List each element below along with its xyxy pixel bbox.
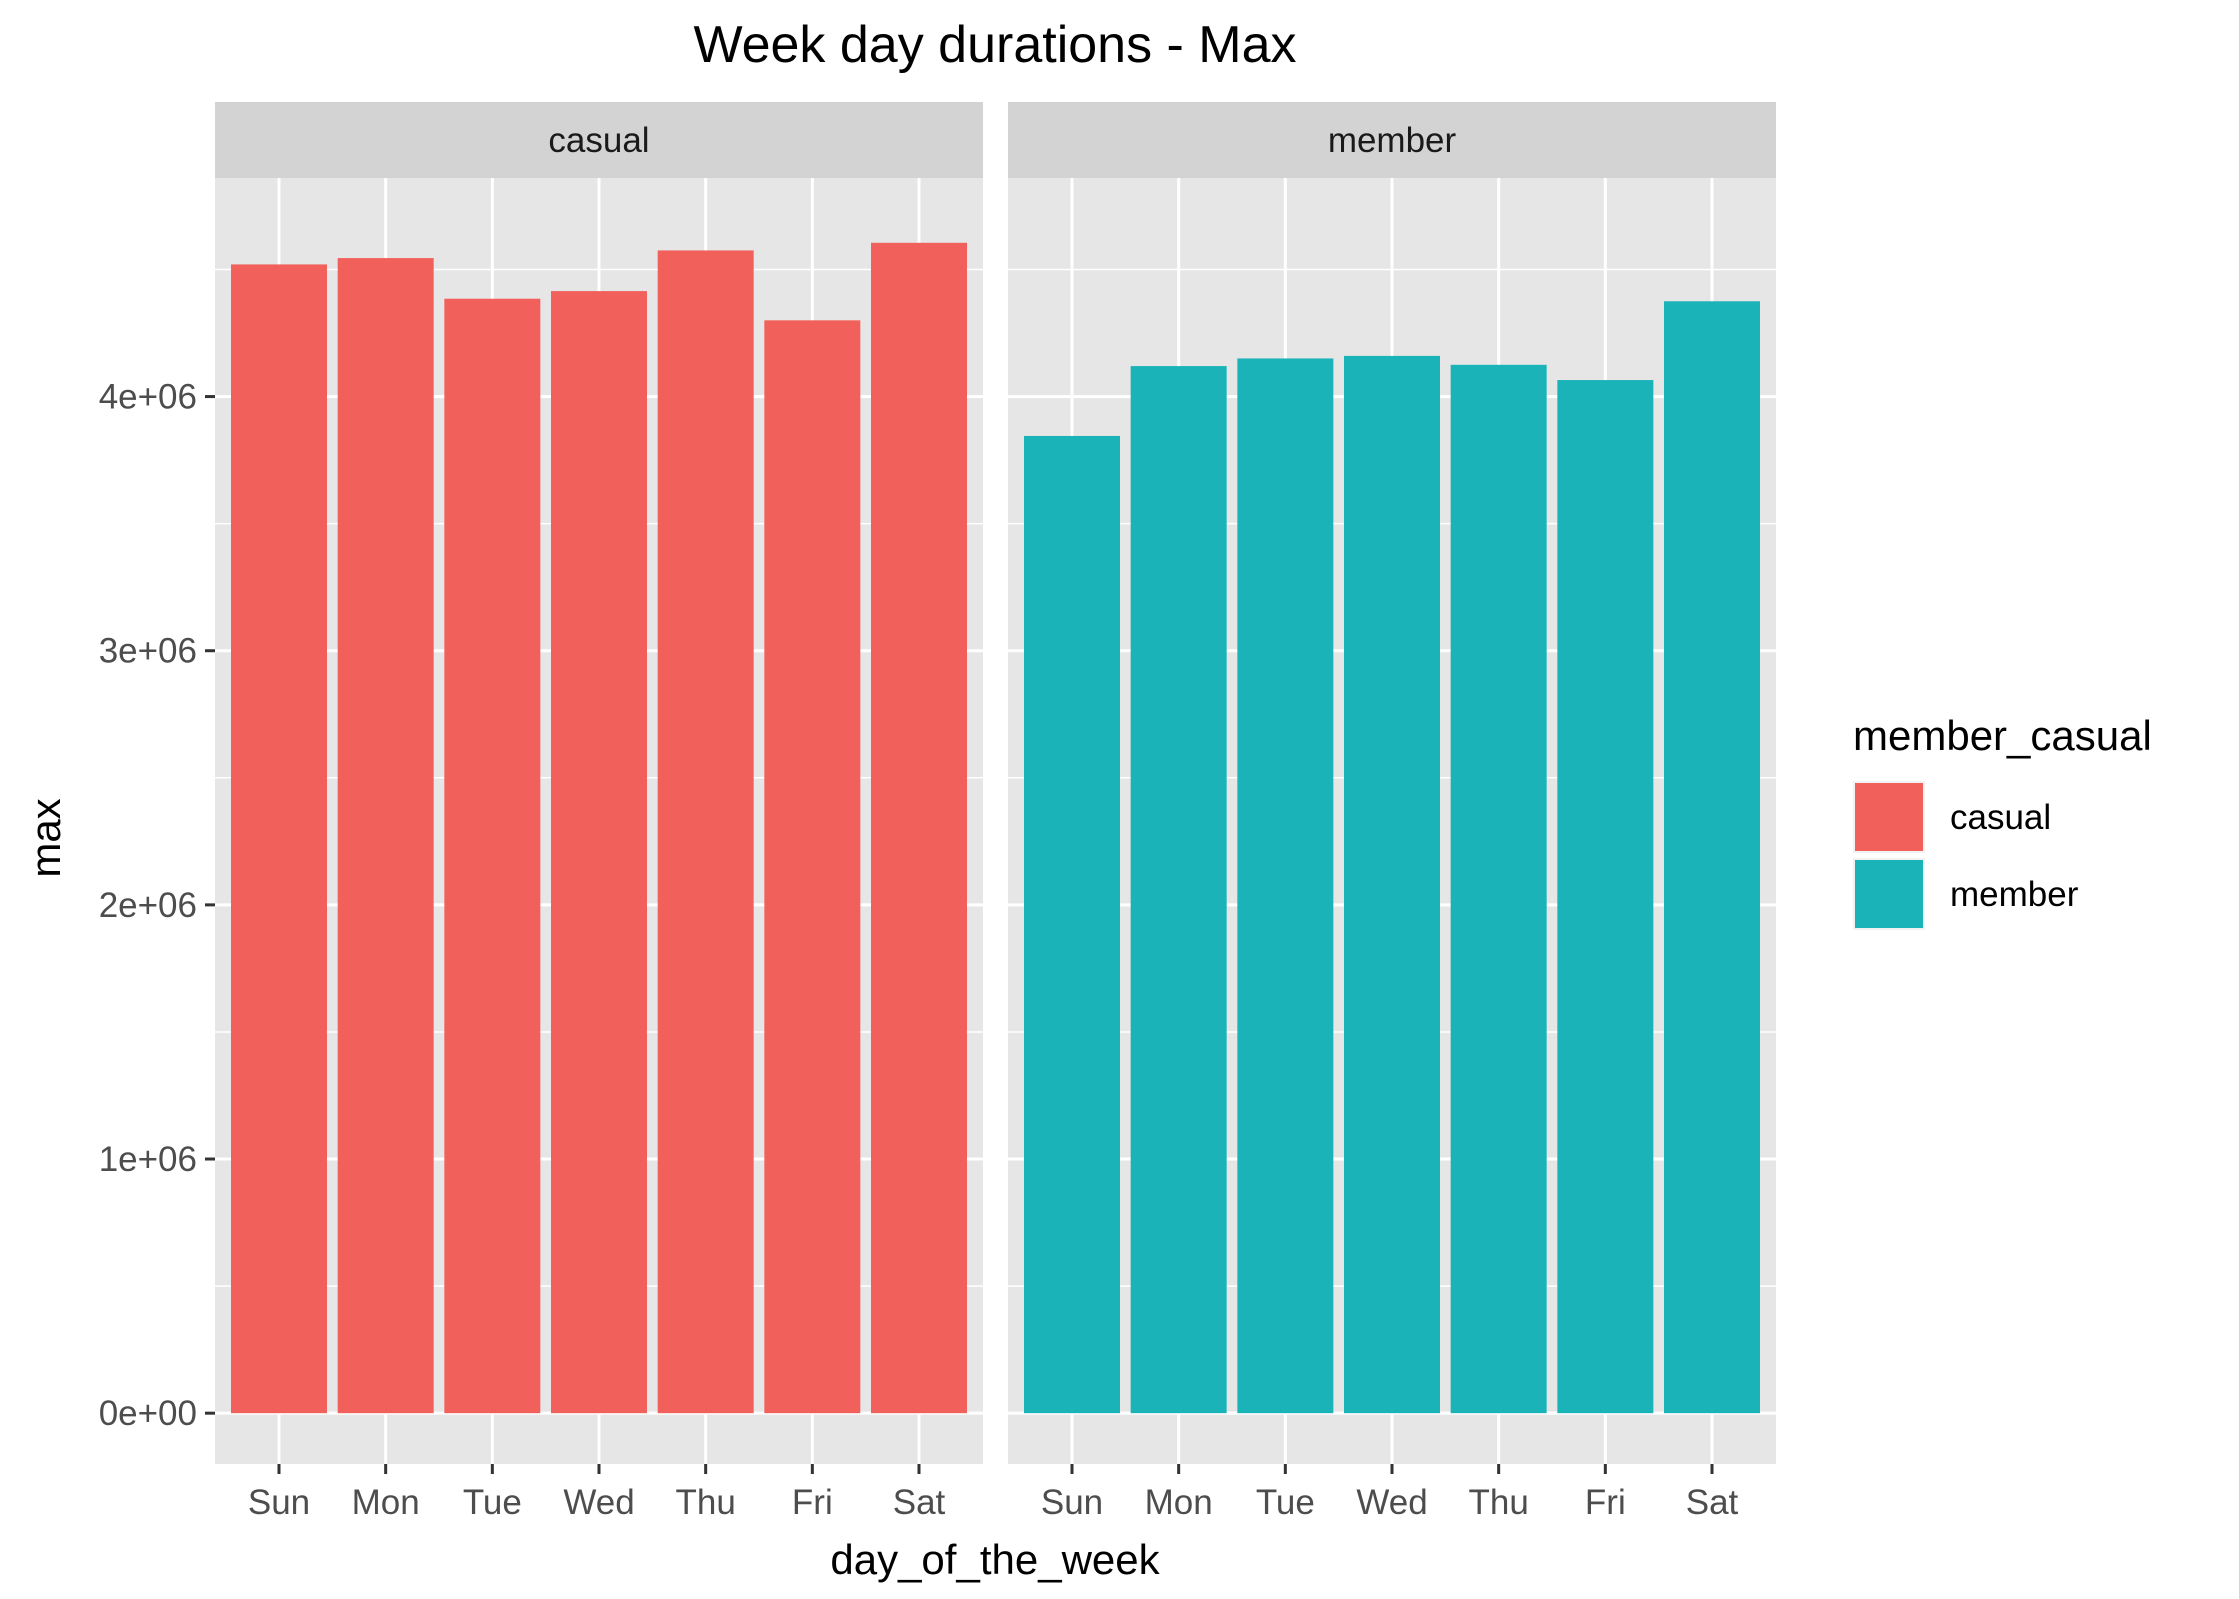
facet-strip-label: member	[1328, 121, 1457, 160]
y-tick-label: 1e+06	[99, 1140, 197, 1179]
bar-casual-mon	[338, 258, 434, 1413]
legend-title: member_casual	[1853, 712, 2152, 759]
x-tick-label: Mon	[1145, 1483, 1213, 1522]
legend-swatch-member	[1855, 860, 1923, 928]
x-axis-title: day_of_the_week	[830, 1536, 1160, 1583]
bar-member-tue	[1237, 358, 1333, 1413]
x-tick-label: Tue	[1256, 1483, 1315, 1522]
y-tick-label: 4e+06	[99, 378, 197, 417]
bar-casual-sat	[871, 243, 967, 1413]
legend-label-casual: casual	[1950, 798, 2051, 837]
bar-member-thu	[1451, 365, 1547, 1413]
bar-member-sun	[1024, 436, 1120, 1413]
x-tick-label: Fri	[1585, 1483, 1626, 1522]
x-tick-label: Wed	[1356, 1483, 1427, 1522]
bar-casual-sun	[231, 264, 327, 1413]
legend-label-member: member	[1950, 875, 2079, 914]
y-tick-label: 3e+06	[99, 632, 197, 671]
facet-panel-member: member Sun Mon Tue Wed Thu Fri Sat	[1008, 102, 1776, 1522]
y-axis-title: max	[22, 798, 69, 877]
x-tick-label: Thu	[676, 1483, 736, 1522]
bar-casual-tue	[444, 299, 540, 1413]
x-tick-label: Mon	[352, 1483, 420, 1522]
x-tick-label: Tue	[463, 1483, 522, 1522]
facet-panel-casual: casual Sun Mon Tue Wed Thu Fri Sat	[215, 102, 983, 1522]
bar-member-fri	[1557, 380, 1653, 1413]
y-axis: 0e+00 1e+06 2e+06 3e+06 4e+06	[99, 378, 215, 1434]
y-tick-label: 0e+00	[99, 1394, 197, 1433]
bar-member-wed	[1344, 356, 1440, 1413]
facet-strip-label: casual	[548, 121, 649, 160]
y-tick-label: 2e+06	[99, 886, 197, 925]
bar-casual-fri	[764, 320, 860, 1413]
bar-casual-thu	[658, 250, 754, 1413]
x-tick-label: Sat	[893, 1483, 946, 1522]
bar-member-sat	[1664, 301, 1760, 1413]
legend-swatch-casual	[1855, 783, 1923, 851]
bar-member-mon	[1131, 366, 1227, 1413]
x-tick-label: Fri	[792, 1483, 833, 1522]
chart-title: Week day durations - Max	[693, 16, 1296, 74]
x-tick-label: Sat	[1686, 1483, 1739, 1522]
legend: member_casual casual member	[1853, 712, 2152, 930]
bar-casual-wed	[551, 291, 647, 1413]
x-tick-label: Sun	[1041, 1483, 1103, 1522]
x-tick-label: Thu	[1469, 1483, 1529, 1522]
x-tick-label: Sun	[248, 1483, 310, 1522]
x-tick-label: Wed	[563, 1483, 634, 1522]
